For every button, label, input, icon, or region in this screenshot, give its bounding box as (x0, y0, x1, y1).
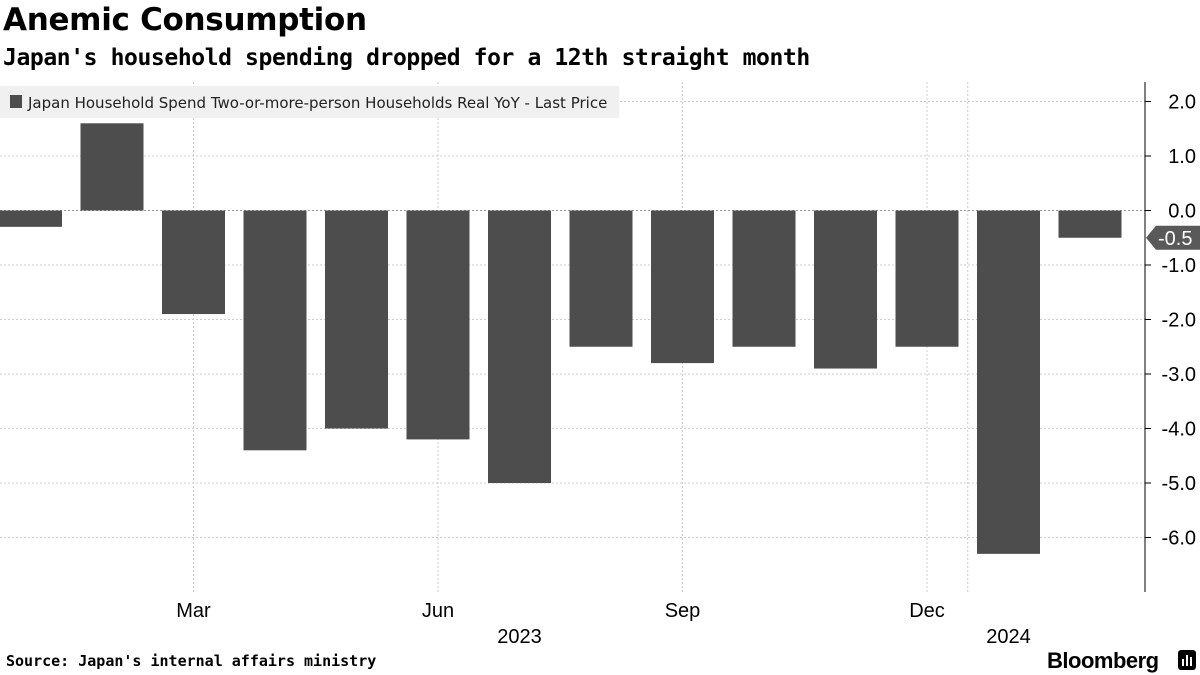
bar (814, 210, 877, 369)
y-tick-label: -4.0 (1162, 419, 1196, 441)
y-tick-label: 2.0 (1168, 92, 1196, 114)
y-tick-label: -5.0 (1162, 473, 1196, 495)
y-tick-label: -1.0 (1162, 255, 1196, 277)
bar (569, 210, 633, 347)
x-tick-label: Jun (422, 600, 454, 622)
bar (895, 210, 959, 347)
y-tick-label: -6.0 (1162, 528, 1196, 550)
last-price-label: -0.5 (1158, 228, 1192, 250)
bar (0, 210, 62, 227)
bar (1058, 210, 1122, 238)
x-tick-label: Sep (665, 600, 701, 622)
y-tick-label: -2.0 (1162, 310, 1196, 332)
bar (243, 210, 307, 451)
last-price-marker (1146, 225, 1200, 250)
legend-swatch (10, 95, 22, 108)
bar (732, 210, 796, 347)
bloomberg-terminal-icon (1178, 650, 1196, 670)
y-tick-label: -3.0 (1162, 364, 1196, 386)
x-tick-label: Dec (909, 600, 945, 622)
bar (406, 210, 470, 440)
bar (80, 123, 144, 211)
x-year-label: 2024 (986, 626, 1031, 648)
chart-subtitle: Japan's household spending dropped for a… (3, 45, 810, 71)
chart-title: Anemic Consumption (3, 2, 367, 38)
legend-background (0, 86, 620, 118)
brand-logo: Bloomberg (1047, 648, 1159, 673)
bar (488, 210, 551, 483)
y-tick-label: 1.0 (1168, 146, 1196, 168)
bar (651, 210, 714, 364)
bar (977, 210, 1040, 554)
bar (325, 210, 388, 429)
x-year-label: 2023 (497, 626, 542, 648)
x-tick-label: Mar (176, 600, 211, 622)
bar (162, 210, 225, 315)
source-note: Source: Japan's internal affairs ministr… (6, 652, 377, 670)
legend-label: Japan Household Spend Two-or-more-person… (27, 94, 607, 112)
y-tick-label: 0.0 (1168, 201, 1196, 223)
